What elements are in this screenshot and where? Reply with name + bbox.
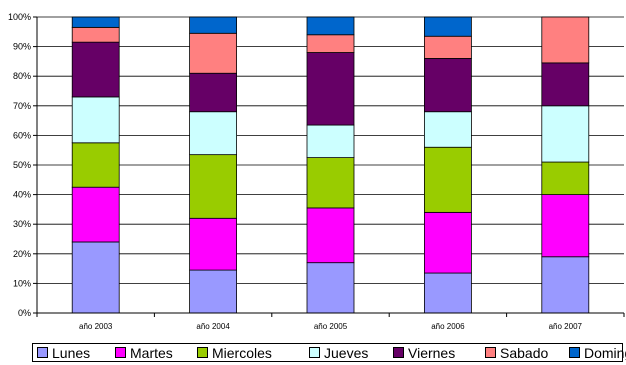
bar-segment-lunes xyxy=(189,269,238,314)
legend: Lunes Martes Miercoles Jueves Viernes Sabado D… xyxy=(32,343,626,362)
bar-segment-viernes xyxy=(423,58,472,113)
bar-segment-domingo xyxy=(189,16,238,34)
legend-swatch xyxy=(485,347,496,358)
bar-segment-viernes xyxy=(541,62,590,107)
bar-segment-sabado xyxy=(71,26,120,43)
legend-label: Lunes xyxy=(52,344,91,361)
x-tick-label: año 2003 xyxy=(79,322,113,331)
legend-item-lunes: Lunes xyxy=(37,344,90,361)
bar-segment-jueves xyxy=(541,105,590,163)
legend-swatch xyxy=(37,347,48,358)
bar-segment-lunes xyxy=(71,241,120,314)
y-tick-label: 50% xyxy=(13,160,31,170)
bar-segment-sabado xyxy=(423,35,472,59)
bar-segment-jueves xyxy=(306,124,355,159)
x-tick-label: año 2004 xyxy=(196,322,230,331)
legend-swatch xyxy=(115,347,126,358)
bar-segment-lunes xyxy=(306,262,355,314)
bar-segment-lunes xyxy=(541,256,590,314)
legend-swatch xyxy=(309,347,320,358)
y-tick-label: 30% xyxy=(13,219,31,229)
legend-item-sabado: Sabado xyxy=(485,344,548,361)
bar-segment-domingo xyxy=(423,16,472,37)
bar-segment-jueves xyxy=(71,96,120,144)
bar-segment-jueves xyxy=(423,111,472,148)
x-tick-label: año 2006 xyxy=(431,322,465,331)
legend-item-domingo: Domingo xyxy=(569,344,626,361)
bar-segment-sabado xyxy=(306,34,355,53)
y-tick-label: 90% xyxy=(13,42,31,52)
legend-label: Viernes xyxy=(408,344,456,361)
legend-swatch xyxy=(393,347,404,358)
bar-segment-martes xyxy=(541,194,590,258)
legend-label: Domingo xyxy=(584,344,626,361)
legend-label: Martes xyxy=(130,344,173,361)
bar-segment-miercoles xyxy=(306,157,355,209)
legend-swatch xyxy=(569,347,580,358)
legend-label: Miercoles xyxy=(212,344,272,361)
bar-segment-domingo xyxy=(306,16,355,36)
legend-item-martes: Martes xyxy=(115,344,173,361)
bar-segment-martes xyxy=(71,186,120,243)
bar-segment-viernes xyxy=(189,72,238,113)
bar-segment-miercoles xyxy=(423,146,472,213)
y-tick-label: 80% xyxy=(13,71,31,81)
legend-item-jueves: Jueves xyxy=(309,344,368,361)
bar-segment-martes xyxy=(306,207,355,264)
legend-item-miercoles: Miercoles xyxy=(197,344,272,361)
bar-segment-miercoles xyxy=(189,154,238,219)
y-tick-label: 70% xyxy=(13,101,31,111)
bar-segment-lunes xyxy=(423,272,472,314)
stacked-bar-chart: 0% 10% 20% 30% 40% 50% 60% 70% 80% 90% 100% año 20… xyxy=(8,12,625,331)
x-axis: año 2003 año 2004 año 2005 año 2006 año 2007 xyxy=(36,312,625,331)
bar-segment-sabado xyxy=(541,16,590,64)
bar-segment-viernes xyxy=(306,52,355,126)
x-tick-label: año 2005 xyxy=(314,322,348,331)
y-tick-label: 60% xyxy=(13,130,31,140)
bar-segment-miercoles xyxy=(71,142,120,188)
bar-segment-martes xyxy=(423,211,472,274)
legend-label: Sabado xyxy=(500,344,549,361)
x-tick-label: año 2007 xyxy=(549,322,583,331)
legend-swatch xyxy=(197,347,208,358)
legend-label: Jueves xyxy=(324,344,369,361)
y-tick-label: 10% xyxy=(13,278,31,288)
y-tick-label: 0% xyxy=(18,308,31,318)
legend-item-viernes: Viernes xyxy=(393,344,455,361)
bar-segment-sabado xyxy=(189,32,238,74)
bar-segment-viernes xyxy=(71,41,120,98)
bar-segment-domingo xyxy=(71,16,120,28)
bar-segment-miercoles xyxy=(541,161,590,195)
y-tick-label: 100% xyxy=(8,12,31,22)
y-tick-label: 40% xyxy=(13,190,31,200)
y-tick-label: 20% xyxy=(13,249,31,259)
bar-segment-martes xyxy=(189,217,238,271)
bar-segment-jueves xyxy=(189,111,238,156)
y-axis: 0% 10% 20% 30% 40% 50% 60% 70% 80% 90% 100% xyxy=(8,12,38,318)
